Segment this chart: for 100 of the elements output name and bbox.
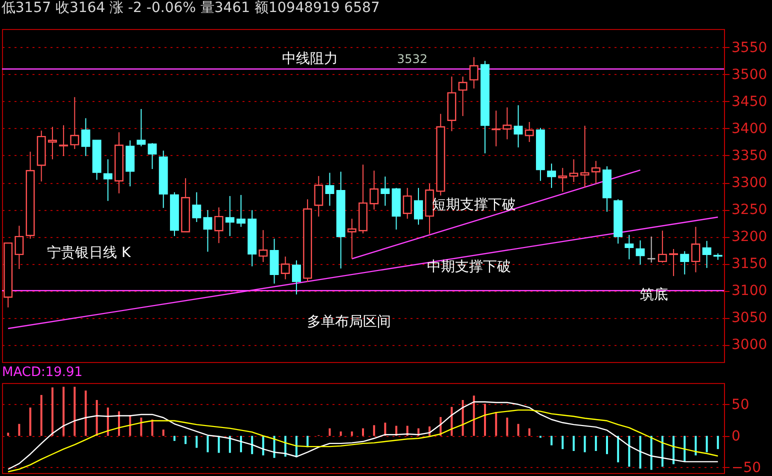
bar	[506, 418, 508, 436]
bar	[184, 436, 187, 444]
bar	[240, 436, 242, 452]
bar	[74, 386, 76, 436]
candlestick	[214, 206, 224, 244]
annotation: 3532	[397, 52, 428, 66]
bar	[206, 436, 209, 452]
candlestick	[225, 196, 234, 237]
y-tick-label: 3150	[732, 256, 768, 272]
candlestick	[402, 187, 412, 220]
candlestick	[280, 256, 290, 280]
annotation: 中线阻力	[282, 51, 338, 67]
bar	[350, 431, 353, 436]
candlestick	[569, 158, 578, 182]
y-tick-label: 3500	[732, 66, 768, 83]
bar	[251, 436, 254, 454]
candlestick	[325, 172, 334, 206]
bar	[51, 387, 54, 436]
bar	[384, 422, 386, 436]
bar	[639, 436, 642, 469]
bar	[472, 396, 475, 436]
candlestick	[702, 240, 712, 268]
y-tick-label: 3300	[732, 175, 768, 192]
annotation: 筑底	[640, 287, 668, 303]
candlestick	[558, 167, 568, 192]
candlestick	[624, 234, 634, 260]
candlestick	[258, 230, 268, 262]
bar	[218, 436, 220, 453]
y-tick-label: 3250	[732, 202, 768, 218]
annotation: 宁贵银日线 K	[47, 245, 132, 261]
candlestick	[691, 226, 700, 273]
bar	[362, 428, 364, 436]
annotation: 多单布局区间	[307, 314, 391, 330]
bar	[151, 420, 154, 436]
candlestick	[14, 225, 24, 270]
y-tick-label: 0	[732, 428, 740, 444]
bar	[528, 428, 530, 436]
bar	[228, 436, 231, 453]
bar	[96, 400, 98, 436]
y-tick-label: 3400	[732, 120, 768, 137]
bar	[584, 436, 586, 452]
candlestick	[148, 142, 157, 170]
bar	[661, 436, 664, 467]
bar	[495, 412, 498, 436]
candlestick	[547, 163, 556, 188]
chart-title: 低3157 收3164 涨 -2 -0.06% 量3461 额10948919 6587	[1, 0, 380, 16]
candlestick	[380, 176, 390, 206]
bar	[262, 436, 264, 456]
candlestick	[70, 96, 80, 150]
candlestick	[458, 76, 468, 117]
candlestick	[347, 218, 356, 260]
candlestick	[514, 104, 523, 148]
bar	[517, 424, 520, 436]
candlestick	[236, 194, 246, 228]
candlestick	[292, 260, 301, 295]
bar	[140, 418, 142, 436]
bar	[84, 390, 87, 436]
candlestick	[646, 236, 656, 264]
candlestick	[81, 118, 90, 157]
bar	[606, 436, 608, 454]
candlestick	[370, 170, 379, 210]
bar	[62, 386, 65, 436]
y-tick-label: 3000	[732, 337, 768, 354]
candlestick	[492, 110, 501, 147]
bar	[462, 400, 464, 436]
bar	[716, 436, 719, 450]
y-tick-label: 3200	[732, 229, 768, 246]
candlestick	[103, 158, 112, 202]
candlestick	[658, 230, 667, 264]
bar	[628, 436, 630, 467]
candlestick	[48, 126, 57, 160]
bar	[162, 430, 164, 436]
chart-title: MACD:19.91	[2, 365, 83, 380]
bar	[328, 428, 331, 436]
bar	[550, 436, 553, 446]
candlestick	[680, 250, 690, 275]
y-tick-label: −50	[732, 460, 762, 476]
y-tick-label: 3050	[732, 310, 768, 326]
candlestick	[192, 192, 202, 222]
candlestick	[524, 121, 534, 142]
y-tick-label: 3100	[732, 283, 768, 300]
candlestick	[469, 56, 478, 89]
candlestick	[203, 210, 212, 252]
bar	[18, 424, 20, 436]
annotation: 中期支撑下破	[427, 259, 511, 275]
bar	[684, 436, 686, 462]
candlestick	[591, 160, 600, 184]
bar	[650, 436, 652, 470]
candlestick	[636, 240, 645, 266]
candlestick	[669, 248, 678, 277]
bar	[106, 408, 109, 436]
candlestick	[414, 187, 423, 226]
y-tick-label: 50	[732, 396, 750, 413]
bar	[617, 436, 620, 462]
y-tick-label: 3450	[732, 94, 768, 110]
y-tick-label: 3350	[732, 148, 768, 164]
bar	[594, 436, 597, 451]
bar	[173, 436, 176, 441]
bar	[373, 425, 376, 436]
candlestick	[270, 238, 279, 284]
